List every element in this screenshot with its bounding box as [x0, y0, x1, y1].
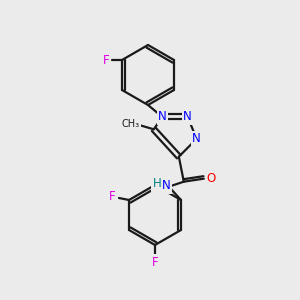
Text: N: N: [161, 179, 170, 192]
Text: N: N: [158, 110, 167, 124]
Text: F: F: [103, 53, 109, 67]
Text: CH₃: CH₃: [122, 119, 140, 129]
Text: H: H: [152, 177, 161, 190]
Text: O: O: [206, 172, 215, 185]
Text: N: N: [192, 132, 201, 145]
Text: N: N: [183, 110, 192, 124]
Text: F: F: [109, 190, 115, 202]
Text: F: F: [152, 256, 158, 268]
